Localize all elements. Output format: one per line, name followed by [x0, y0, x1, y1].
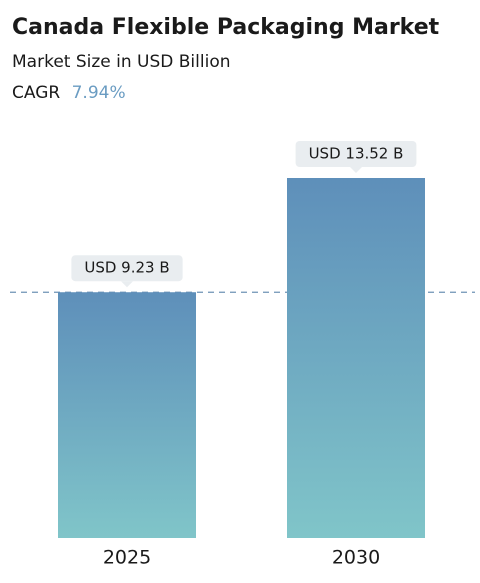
- x-tick-label: 2030: [332, 547, 380, 569]
- bar: [287, 178, 425, 538]
- value-label-box: [295, 141, 417, 167]
- x-tick-label: 2025: [103, 547, 151, 569]
- value-label-pointer: [121, 281, 133, 288]
- value-label-pointer: [350, 167, 362, 173]
- chart-subtitle: Market Size in USD Billion: [12, 52, 231, 72]
- bar: [58, 292, 196, 538]
- value-label-box: [71, 255, 183, 282]
- chart-title: Canada Flexible Packaging Market: [12, 15, 440, 40]
- cagr-label: CAGR 7.94%: [12, 83, 126, 103]
- cagr-label-text: CAGR: [12, 83, 60, 103]
- value-label: USD 13.52 B: [309, 145, 404, 163]
- value-label: USD 9.23 B: [84, 259, 169, 277]
- cagr-value: 7.94%: [72, 83, 126, 103]
